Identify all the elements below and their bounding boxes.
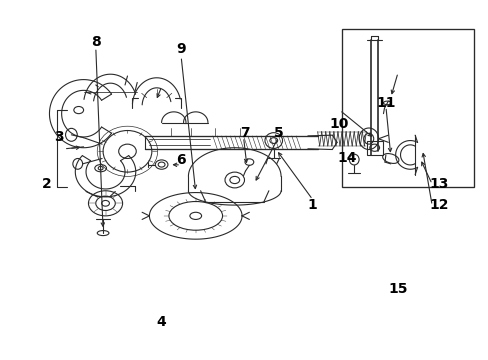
Text: 1: 1 xyxy=(307,198,317,212)
Text: 4: 4 xyxy=(157,315,166,329)
Text: 10: 10 xyxy=(329,117,348,131)
Text: 11: 11 xyxy=(375,96,395,110)
Text: 9: 9 xyxy=(176,42,185,56)
Text: 12: 12 xyxy=(429,198,448,212)
Text: 13: 13 xyxy=(429,177,448,190)
Text: 2: 2 xyxy=(42,177,52,190)
Bar xyxy=(366,140,382,155)
Text: 6: 6 xyxy=(176,153,185,167)
Text: 7: 7 xyxy=(239,126,249,140)
Text: 3: 3 xyxy=(54,130,64,144)
Text: 15: 15 xyxy=(387,282,407,296)
Bar xyxy=(341,30,473,187)
Text: 14: 14 xyxy=(336,152,356,166)
Text: 8: 8 xyxy=(91,35,101,49)
Text: 5: 5 xyxy=(273,126,283,140)
